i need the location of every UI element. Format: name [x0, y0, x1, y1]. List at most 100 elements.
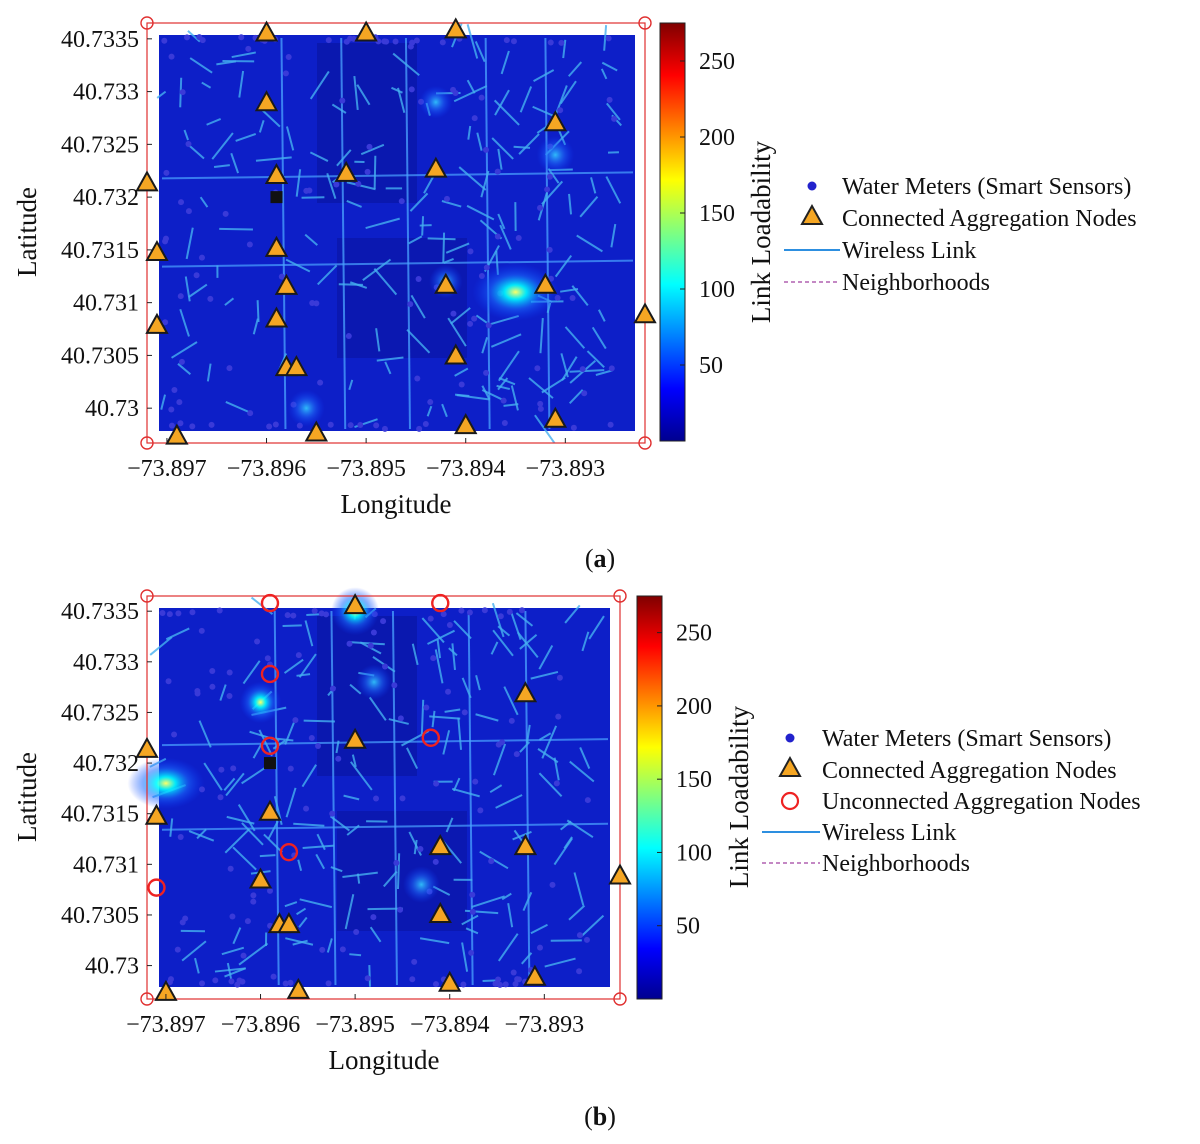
water-meter — [443, 195, 450, 202]
link-network — [156, 23, 634, 444]
water-meter — [537, 405, 544, 412]
colorbar-tick-label: 200 — [676, 694, 712, 720]
x-tick-label: −73.894 — [410, 1012, 490, 1038]
y-tick-label: 40.7335 — [61, 27, 139, 53]
water-meter — [270, 973, 277, 980]
water-meter — [546, 246, 553, 253]
connected-aggregation-node — [444, 343, 468, 365]
water-meter — [381, 38, 388, 45]
load-hotspot — [127, 757, 205, 809]
water-meter — [423, 704, 430, 711]
water-meter — [501, 420, 508, 427]
colorbar-b — [636, 595, 663, 1000]
water-meter — [339, 97, 346, 104]
water-meter — [380, 618, 387, 625]
connected-aggregation-node — [284, 355, 309, 377]
x-tick-label: −73.897 — [127, 456, 207, 482]
water-meter — [284, 612, 291, 619]
water-meter — [166, 611, 173, 618]
y-tick-label: 40.73 — [85, 396, 139, 422]
connected-aggregation-node — [277, 912, 301, 934]
boundary-corner — [140, 436, 154, 450]
x-tick-label: −73.897 — [126, 1012, 206, 1038]
water-meter — [391, 682, 398, 689]
water-meter — [433, 780, 440, 787]
water-meter — [460, 981, 467, 988]
water-meter — [168, 406, 175, 413]
connected-aggregation-node — [533, 272, 558, 294]
connected-aggregation-node — [543, 110, 568, 132]
water-meter — [339, 946, 346, 953]
legend-marker-unconnected — [780, 791, 800, 811]
connected-aggregation-node — [248, 867, 273, 889]
connected-aggregation-node — [145, 239, 169, 262]
water-meter — [159, 610, 166, 617]
water-meter — [264, 655, 271, 662]
water-meter — [411, 958, 418, 965]
panel-a: −73.897 −73.896 −73.895 −73.894 −73.893 40.73… — [12, 16, 1137, 573]
legend-a: Water Meters (Smart Sensors) Connected A… — [784, 174, 1137, 296]
water-meter — [432, 858, 439, 865]
water-meter — [370, 914, 377, 921]
water-meter — [250, 898, 257, 905]
water-meter — [579, 366, 586, 373]
water-meter — [471, 315, 478, 322]
water-meter — [196, 34, 203, 41]
water-meter — [222, 210, 229, 217]
water-meter — [488, 858, 495, 865]
x-axis-label-b: Longitude — [329, 1045, 440, 1075]
water-meter — [413, 37, 420, 44]
water-meter — [537, 204, 544, 211]
water-meter — [178, 199, 185, 206]
water-meter — [500, 397, 507, 404]
water-meter — [497, 613, 504, 620]
water-meter — [244, 918, 251, 925]
plot-area-a — [135, 16, 657, 450]
water-meter — [226, 365, 233, 372]
water-meter — [325, 37, 332, 44]
water-meter — [194, 690, 201, 697]
colorbar-ticks-a: 50 100 150 200 250 — [680, 49, 735, 379]
water-meter — [198, 254, 205, 261]
water-meter — [414, 375, 421, 382]
water-meter — [471, 115, 478, 122]
connected-aggregation-node — [135, 170, 159, 192]
x-tick-label: −73.894 — [426, 456, 506, 482]
legend-marker-connected — [800, 203, 824, 225]
connected-aggregation-node — [523, 964, 547, 986]
y-tick-label: 40.733 — [73, 80, 139, 106]
water-meter — [534, 365, 541, 372]
water-meter — [393, 859, 400, 866]
legend-marker-connected — [778, 755, 802, 777]
water-meter — [399, 795, 406, 802]
water-meter — [189, 423, 196, 430]
water-meter — [168, 422, 175, 429]
boundary-corner — [140, 992, 154, 1006]
colorbar-tick-label: 150 — [699, 201, 735, 227]
water-meter — [555, 713, 562, 720]
water-meter — [167, 976, 174, 983]
water-meter — [407, 301, 414, 308]
water-meter — [397, 906, 404, 913]
water-meter — [467, 248, 474, 255]
water-meter — [161, 37, 168, 44]
caption-letter-b: b — [593, 1102, 607, 1131]
x-tick-label: −73.896 — [227, 456, 307, 482]
water-meter — [272, 421, 279, 428]
unconnected-aggregation-node — [260, 736, 280, 756]
colorbar-tick-label: 100 — [676, 840, 712, 866]
y-tick-label: 40.7305 — [61, 343, 139, 369]
connected-aggregation-node — [254, 90, 279, 112]
water-meter — [282, 980, 289, 987]
water-meter — [319, 946, 326, 953]
water-meter — [285, 53, 292, 60]
unconnected-aggregation-node — [431, 593, 450, 613]
unconnected-aggregation-node — [260, 664, 280, 684]
water-meter — [499, 739, 506, 746]
water-meter — [432, 981, 439, 988]
water-meter — [477, 807, 484, 814]
water-meter — [446, 622, 453, 629]
water-meter — [329, 810, 336, 817]
water-meter — [364, 975, 371, 982]
water-meter — [461, 709, 468, 716]
